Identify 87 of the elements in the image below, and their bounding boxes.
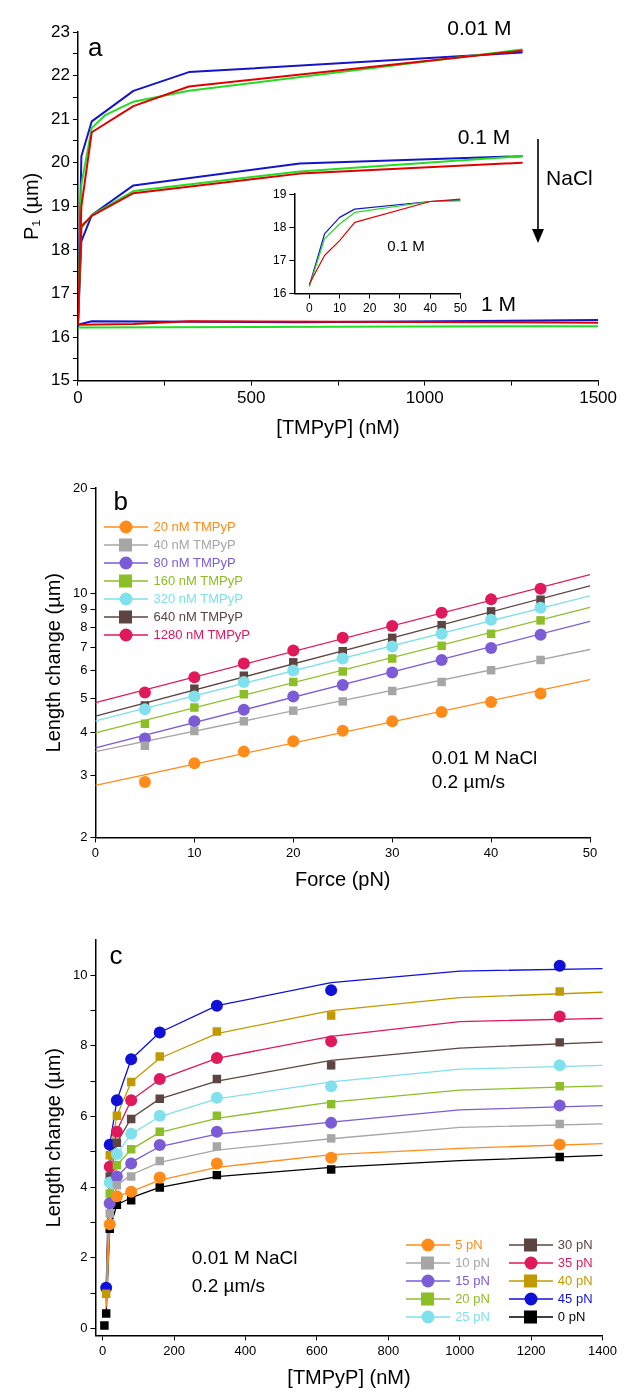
y-tick-label: 18 [272, 219, 287, 234]
x-tick-label: 600 [306, 1342, 328, 1358]
legend-label: 80 nM TMPyP [153, 554, 236, 571]
legend-label: 0 pN [557, 1308, 586, 1326]
y-tick-label: 9 [80, 600, 88, 616]
x-tick-label: 400 [234, 1342, 257, 1358]
legend-label: 5 pN [455, 1236, 483, 1254]
legend-label: 160 nM TMPyP [153, 572, 243, 589]
y-axis-title: Length change (µm) [41, 573, 64, 753]
y-tick-label: 21 [50, 108, 70, 128]
legend-label: 40 nM TMPyP [153, 536, 236, 553]
x-tick-label: 0 [98, 1342, 107, 1358]
y-tick-label: 15 [50, 370, 70, 390]
annotation: 0.01 M NaCl [431, 747, 538, 769]
x-tick-label: 1400 [588, 1342, 617, 1358]
x-tick-label: 1000 [405, 388, 444, 408]
x-tick-label: 500 [237, 388, 266, 408]
legend-label: 1280 nM TMPyP [153, 626, 251, 643]
x-tick-label: 0 [91, 844, 100, 860]
legend-label: 20 nM TMPyP [153, 518, 236, 535]
x-tick-label: 1500 [579, 388, 617, 408]
y-tick-label: 16 [272, 285, 287, 300]
x-tick-label: 30 [393, 301, 407, 316]
x-tick-label: 20 [363, 301, 377, 316]
y-tick-label: 20 [50, 152, 70, 172]
x-tick-label: 1000 [445, 1342, 475, 1358]
x-tick-label: 200 [163, 1342, 185, 1358]
legend-label: 320 nM TMPyP [153, 590, 243, 607]
x-axis-title: Force (pN) [294, 867, 391, 890]
x-tick-label: 1200 [516, 1342, 546, 1358]
x-tick-label: 800 [377, 1342, 400, 1358]
legend-label: 10 pN [455, 1254, 490, 1272]
y-tick-label: 19 [272, 186, 287, 201]
y-tick-label: 16 [50, 326, 70, 346]
y-tick-label: 17 [272, 252, 287, 267]
x-axis-title: [TMPyP] (nM) [287, 1365, 411, 1388]
y-tick-label: 4 [80, 723, 88, 739]
y-tick-label: 8 [80, 618, 88, 634]
legend-label: 35 pN [557, 1254, 593, 1272]
x-tick-label: 10 [332, 301, 347, 316]
annotation: 0.2 µm/s [431, 771, 505, 793]
annotation: 1 M [481, 291, 517, 315]
x-tick-label: 50 [453, 301, 468, 316]
legend-label: 30 pN [557, 1236, 593, 1254]
y-tick-label: 17 [50, 283, 70, 303]
y-tick-label: 10 [72, 584, 88, 600]
y-tick-label: 2 [80, 1249, 88, 1265]
y-tick-label: 22 [50, 65, 70, 85]
annotation: 0.1 M [457, 124, 511, 148]
legend-label: 40 pN [557, 1272, 593, 1290]
x-tick-label: 30 [384, 844, 400, 860]
x-tick-label: 0 [306, 301, 314, 316]
chart-title: c [109, 940, 123, 971]
x-tick-label: 50 [582, 844, 598, 860]
chart-title: b [113, 486, 128, 517]
y-tick-label: 18 [50, 239, 70, 259]
y-tick-label: 19 [50, 195, 70, 215]
x-tick-label: 40 [423, 301, 438, 316]
y-tick-label: 4 [80, 1178, 88, 1194]
annotation: 0.1 M [387, 236, 425, 254]
x-axis-title: [TMPyP] (nM) [276, 415, 400, 438]
y-tick-label: 3 [80, 767, 88, 783]
annotation: 0.2 µm/s [191, 1274, 266, 1296]
x-tick-label: 10 [187, 844, 202, 860]
y-tick-label: 20 [72, 479, 88, 495]
y-tick-label: 10 [72, 966, 88, 982]
annotation: NaCl [546, 166, 593, 190]
legend-label: 640 nM TMPyP [153, 608, 243, 625]
legend-label: 15 pN [455, 1272, 490, 1290]
y-tick-label: 23 [50, 21, 70, 41]
y-tick-label: 2 [80, 828, 88, 844]
y-axis-title: P₁ (µm) [19, 172, 42, 240]
legend-label: 20 pN [455, 1290, 490, 1308]
x-tick-label: 40 [483, 844, 499, 860]
y-axis-title: Length change (µm) [41, 1048, 64, 1228]
y-tick-label: 5 [80, 689, 88, 705]
x-tick-label: 20 [286, 844, 301, 860]
y-tick-label: 6 [80, 662, 88, 678]
y-tick-label: 7 [80, 638, 88, 654]
annotation: 0.01 M [447, 16, 512, 40]
y-tick-label: 0 [80, 1319, 88, 1335]
legend-label: 25 pN [455, 1308, 490, 1326]
y-tick-label: 8 [80, 1037, 88, 1053]
legend-label: 45 pN [557, 1290, 593, 1308]
annotation: 0.01 M NaCl [191, 1247, 298, 1269]
y-tick-label: 6 [80, 1108, 88, 1124]
chart-title: a [87, 32, 103, 63]
